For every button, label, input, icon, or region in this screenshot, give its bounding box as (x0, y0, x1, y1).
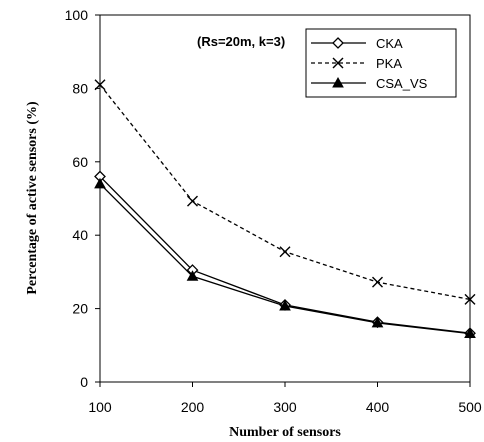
data-point-stroke (94, 79, 106, 91)
data-point (187, 195, 198, 207)
x-tick-label: 500 (458, 399, 482, 415)
legend-label: PKA (376, 56, 402, 71)
axes: 0 20 40 60 80 100 100 200 300 400 500 (65, 7, 482, 415)
y-axis-label: Percentage of active sensors (%) (25, 101, 40, 295)
y-tick-label: 80 (72, 80, 88, 96)
series-csa-vs (94, 177, 476, 339)
legend-label: CKA (376, 36, 403, 51)
series-pka (94, 79, 476, 305)
series-line (99, 183, 471, 335)
y-tick-label: 0 (80, 374, 88, 390)
data-point-stroke (372, 276, 383, 288)
legend-marker-stroke (332, 57, 344, 69)
legend-marker (332, 37, 344, 49)
series-cka (94, 170, 476, 340)
x-axis-label: Number of sensors (229, 425, 341, 440)
chart-annotation: (Rs=20m, k=3) (197, 34, 285, 49)
data-point (94, 79, 106, 91)
legend: CKA PKA CSA_VS (305, 28, 457, 98)
series-layer (94, 79, 476, 340)
x-tick-label: 300 (273, 399, 297, 415)
data-point (372, 276, 383, 288)
legend-marker (332, 76, 344, 88)
data-point (464, 293, 476, 305)
data-point-stroke (279, 246, 291, 258)
y-tick-label: 100 (65, 7, 89, 23)
legend-box (305, 28, 457, 98)
data-point (279, 246, 291, 258)
legend-item: CSA_VS (311, 76, 428, 91)
data-point (279, 300, 291, 311)
data-point (186, 270, 199, 281)
data-point (464, 327, 476, 339)
x-tick-label: 200 (181, 399, 205, 415)
series-line (99, 84, 471, 301)
data-point (94, 177, 106, 189)
legend-marker (332, 57, 344, 69)
y-tick-label: 40 (72, 227, 88, 243)
data-point (371, 316, 384, 328)
data-point-stroke (187, 195, 198, 207)
x-tick-label: 100 (88, 399, 112, 415)
legend-item: PKA (311, 56, 402, 71)
legend-item: CKA (311, 36, 403, 51)
x-tick-label: 400 (366, 399, 390, 415)
y-tick-label: 20 (72, 301, 88, 317)
y-tick-label: 60 (72, 154, 88, 170)
data-point-stroke (464, 293, 476, 305)
text-layer: (Rs=20m, k=3) Number of sensors Percenta… (25, 34, 341, 440)
legend-label: CSA_VS (376, 76, 428, 91)
